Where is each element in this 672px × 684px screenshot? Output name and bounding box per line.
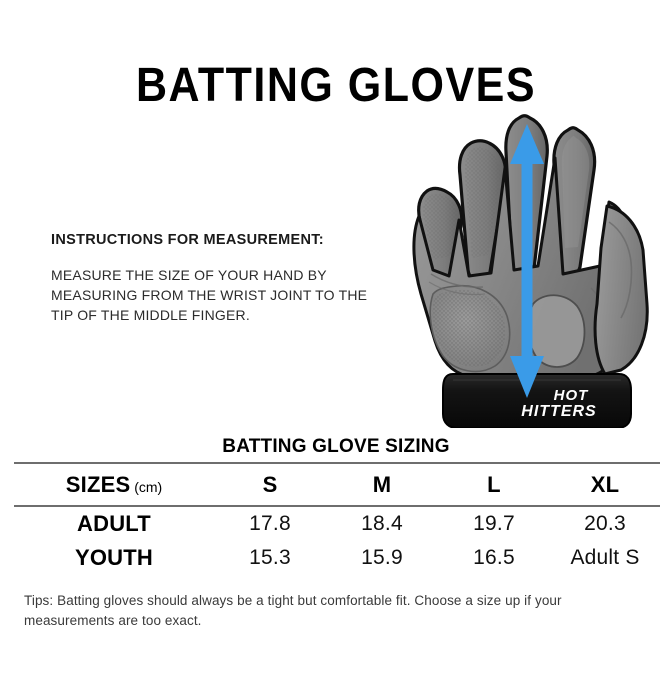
cell-youth-l: 16.5	[473, 546, 515, 569]
row-label-adult: ADULT	[77, 511, 151, 536]
glove-index-finger	[552, 126, 597, 279]
table-row: YOUTH 15.3 15.9 16.5 Adult S	[14, 541, 660, 575]
glove-illustration: HOT HITTERS	[395, 98, 663, 428]
brand-text-line1: HOT	[554, 387, 590, 404]
instructions-block: INSTRUCTIONS FOR MEASUREMENT: MEASURE TH…	[51, 232, 381, 326]
glove-palm	[412, 156, 629, 378]
header-sizes-label: SIZES (cm)	[14, 464, 214, 505]
brand-text-line2: HITTERS	[521, 403, 596, 420]
column-header-xl: XL	[590, 471, 620, 497]
glove-thumb	[593, 204, 649, 376]
measurement-arrow	[510, 124, 544, 398]
sizes-text: SIZES	[65, 471, 131, 497]
sizing-table: SIZES (cm) S M L XL ADULT 17.8 18.4 19.7…	[14, 462, 660, 575]
glove-wrist-cuff: HOT HITTERS	[442, 373, 632, 428]
instructions-heading: INSTRUCTIONS FOR MEASUREMENT:	[51, 232, 324, 248]
table-header-row: SIZES (cm) S M L XL	[14, 464, 660, 505]
sizes-unit: (cm)	[130, 478, 163, 495]
row-label-youth: YOUTH	[75, 545, 153, 570]
table-rule-top	[14, 462, 660, 464]
cell-adult-xl: 20.3	[584, 512, 626, 535]
cell-youth-m: 15.9	[361, 546, 403, 569]
tips-note: Tips: Batting gloves should always be a …	[24, 593, 562, 629]
cell-youth-s: 15.3	[249, 546, 291, 569]
cell-adult-m: 18.4	[361, 512, 403, 535]
sizing-table-title: BATTING GLOVE SIZING	[222, 436, 450, 457]
instructions-body: MEASURE THE SIZE OF YOUR HAND BY MEASURI…	[51, 266, 368, 323]
cell-youth-xl: Adult S	[570, 546, 640, 569]
page-title: BATTING GLOVES	[135, 58, 537, 113]
table-rule-middle	[14, 505, 660, 507]
column-header-s: S	[262, 471, 278, 497]
cell-adult-s: 17.8	[249, 512, 291, 535]
cell-adult-l: 19.7	[473, 512, 515, 535]
column-header-l: L	[487, 471, 501, 497]
table-row: ADULT 17.8 18.4 19.7 20.3	[14, 507, 660, 541]
column-header-m: M	[372, 471, 392, 497]
